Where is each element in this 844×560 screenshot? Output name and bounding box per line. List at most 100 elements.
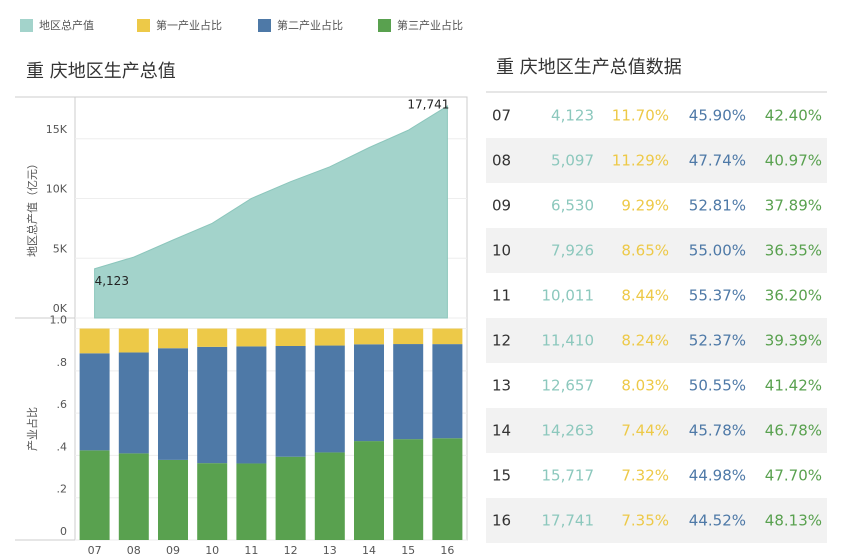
bar-segment [275,456,306,540]
x-tick-label: 10 [205,544,219,557]
table-cell: 45.78% [689,422,746,440]
bar-segment [314,345,345,453]
table-cell: 14 [492,422,511,440]
x-tick-label: 13 [323,544,337,557]
y-axis-label: 地区总产值（亿元） [25,158,39,257]
bar-segment [393,439,424,540]
bar-segment [275,345,306,457]
bar-segment [236,463,267,540]
table-cell: 11.29% [612,152,669,170]
table-cell: 08 [492,152,511,170]
table-cell: 50.55% [689,377,746,395]
y-tick-label: 1.0 [50,314,68,327]
table-cell: 45.90% [689,107,746,125]
bar-segment [118,453,149,540]
legend-label: 第一产业占比 [156,18,222,32]
y-tick-label: .2 [57,483,68,496]
table-cell: 13 [492,377,511,395]
legend-label: 第三产业占比 [397,18,463,32]
bar-segment [314,452,345,540]
bar-segment [158,328,188,349]
row-bg [486,228,827,273]
table-cell: 15 [492,467,511,485]
table-cell: 07 [492,107,511,125]
table-cell: 36.20% [765,287,822,305]
y-tick-label: 0K [53,302,68,315]
bar-segment [236,328,267,347]
table-cell: 14,263 [542,422,595,440]
table-cell: 7.44% [621,422,669,440]
table-cell: 48.13% [765,512,822,530]
table-cell: 7,926 [551,242,594,260]
bar-segment [236,346,267,464]
bar-segment [197,328,228,347]
table-cell: 8.03% [621,377,669,395]
data-label: 17,741 [407,98,449,112]
table-cell: 52.81% [689,197,746,215]
bar-segment [354,328,384,345]
table-cell: 10 [492,242,511,260]
x-tick-label: 11 [244,544,258,557]
bar-segment [314,328,345,346]
table-cell: 55.00% [689,242,746,260]
x-tick-label: 14 [362,544,376,557]
legend-swatch [137,19,150,32]
legend-label: 第二产业占比 [277,18,343,32]
table-cell: 09 [492,197,511,215]
bar-segment [275,328,306,346]
data-label: 4,123 [95,274,129,288]
table-cell: 8.65% [621,242,669,260]
table-cell: 10,011 [542,287,595,305]
row-bg [486,498,827,543]
table-cell: 36.35% [765,242,822,260]
table-cell: 17,741 [542,512,595,530]
table-cell: 55.37% [689,287,746,305]
table-cell: 6,530 [551,197,594,215]
y-tick-label: .8 [57,356,68,369]
table-cell: 15,717 [542,467,595,485]
table-cell: 39.39% [765,332,822,350]
y-tick-label: .6 [57,398,68,411]
table-cell: 5,097 [551,152,594,170]
table-cell: 11,410 [542,332,595,350]
chart-title: 重 庆地区生产总值 [26,61,176,82]
bar-segment [158,348,188,460]
y-tick-label: 15K [46,123,68,136]
legend-label: 地区总产值 [39,18,94,32]
table-cell: 52.37% [689,332,746,350]
y-tick-label: 5K [53,242,68,255]
y-tick-label: 0 [60,525,67,538]
bar-segment [197,346,228,464]
table-cell: 41.42% [765,377,822,395]
legend-swatch [378,19,391,32]
table-cell: 9.29% [621,197,669,215]
table-cell: 47.70% [765,467,822,485]
y-tick-label: 10K [46,183,68,196]
bar-segment [79,450,110,540]
bar-segment [432,328,463,345]
x-tick-label: 15 [401,544,415,557]
row-bg [486,318,827,363]
x-tick-label: 12 [284,544,298,557]
table-cell: 8.24% [621,332,669,350]
table-cell: 47.74% [689,152,746,170]
row-bg [486,408,827,453]
table-cell: 37.89% [765,197,822,215]
table-cell: 40.97% [765,152,822,170]
table-title: 重 庆地区生产总值数据 [496,57,682,78]
bar-segment [432,344,463,439]
table-cell: 11.70% [612,107,669,125]
table-cell: 12 [492,332,511,350]
table-cell: 42.40% [765,107,822,125]
x-tick-label: 16 [440,544,454,557]
bar-segment [393,344,424,440]
x-tick-label: 09 [166,544,180,557]
table-cell: 8.44% [621,287,669,305]
x-tick-label: 07 [88,544,102,557]
y-axis-label: 产业占比 [25,407,39,451]
bar-segment [79,353,110,451]
legend-swatch [258,19,271,32]
bar-segment [393,328,424,345]
table-cell: 7.32% [621,467,669,485]
